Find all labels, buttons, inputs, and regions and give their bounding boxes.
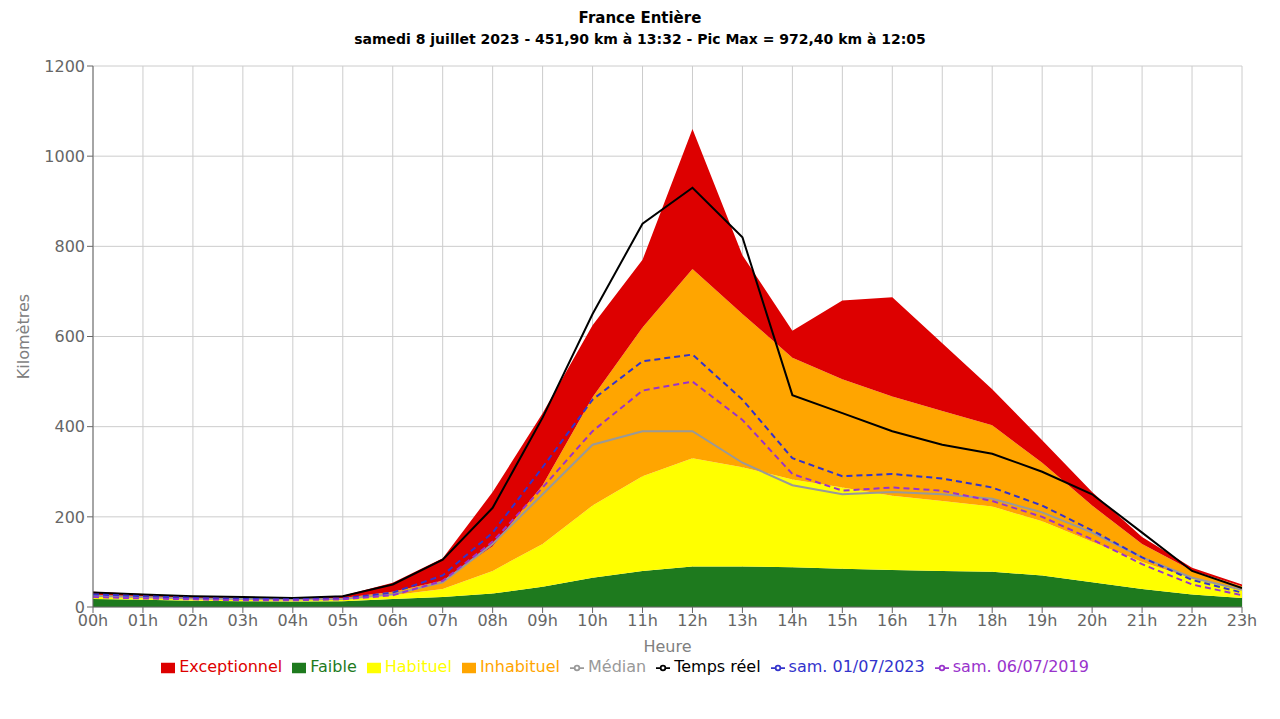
svg-text:02h: 02h: [178, 611, 209, 630]
svg-text:1200: 1200: [44, 57, 85, 76]
html-text:samedi 8 juillet 2023 - 451,90: samedi 8 juillet 2023 - 451,90 km à 13:3…: [354, 31, 926, 47]
svg-text:00h: 00h: [77, 611, 109, 631]
svg-text:13h: 13h: [727, 611, 758, 630]
svg-text:01h: 01h: [128, 611, 159, 630]
svg-text:200: 200: [54, 508, 85, 527]
svg-text:23h: 23h: [1227, 611, 1258, 630]
html-text:Temps réel: Temps réel: [674, 657, 761, 676]
html-text:sam. 01/07/2023: sam. 01/07/2023: [788, 657, 925, 676]
svg-text:15h: 15h: [827, 611, 858, 630]
svg-text:22h: 22h: [1177, 611, 1208, 630]
svg-text:800: 800: [54, 237, 85, 256]
svg-text:03h: 03h: [228, 611, 259, 630]
svg-text:0: 0: [75, 598, 85, 617]
svg-text:05h: 05h: [328, 611, 359, 630]
svg-text:20h: 20h: [1077, 611, 1108, 630]
svg-text:16h: 16h: [877, 611, 908, 630]
svg-text:06h: 06h: [377, 611, 408, 630]
html-text:Faible: Faible: [310, 657, 357, 676]
svg-text:09h: 09h: [527, 611, 558, 630]
html-text:Inhabituel: Inhabituel: [479, 657, 560, 676]
html-text:Exceptionnel: Exceptionnel: [179, 657, 283, 676]
svg-text:12h: 12h: [677, 611, 708, 630]
svg-text:04h: 04h: [278, 611, 309, 630]
html-text:France Entière: France Entière: [578, 9, 702, 27]
svg-text:Kilomètres: Kilomètres: [14, 294, 33, 379]
svg-text:07h: 07h: [427, 611, 458, 630]
html-text:Médian: Médian: [588, 657, 647, 676]
svg-text:11h: 11h: [627, 611, 658, 630]
svg-text:08h: 08h: [477, 611, 508, 630]
svg-text:400: 400: [54, 417, 85, 436]
svg-text:Heure: Heure: [643, 637, 691, 656]
html-text:sam. 06/07/2019: sam. 06/07/2019: [952, 657, 1089, 676]
svg-text:21h: 21h: [1127, 611, 1158, 630]
svg-text:1000: 1000: [44, 147, 85, 166]
svg-text:18h: 18h: [977, 611, 1008, 630]
svg-text:17h: 17h: [927, 611, 958, 630]
svg-text:19h: 19h: [1027, 611, 1058, 630]
svg-text:10h: 10h: [577, 611, 608, 630]
svg-text:600: 600: [54, 327, 85, 346]
svg-text:14h: 14h: [777, 611, 808, 630]
html-text:Habituel: Habituel: [384, 657, 452, 676]
